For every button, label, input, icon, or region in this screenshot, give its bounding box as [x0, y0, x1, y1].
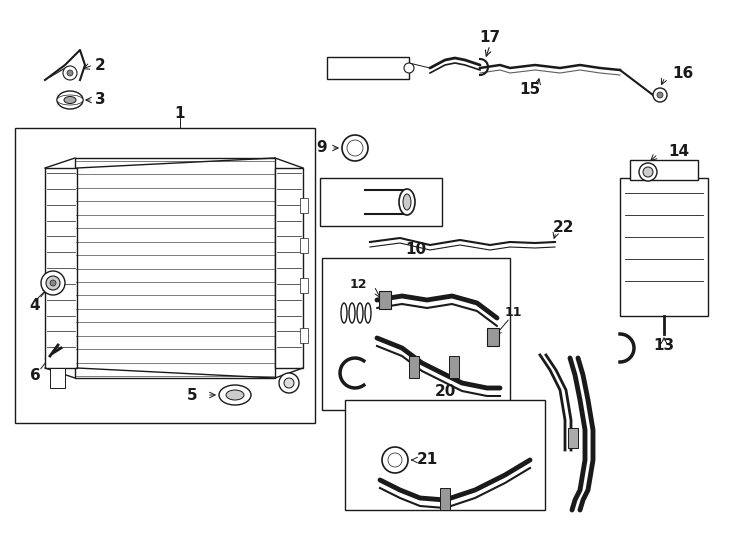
- Text: 12: 12: [349, 278, 367, 291]
- Ellipse shape: [365, 303, 371, 323]
- Bar: [45, 168, 77, 368]
- Circle shape: [404, 63, 414, 73]
- Ellipse shape: [399, 189, 415, 215]
- Circle shape: [643, 167, 653, 177]
- Circle shape: [639, 163, 657, 181]
- Text: 19: 19: [365, 62, 382, 75]
- Text: 8: 8: [324, 207, 333, 220]
- Bar: [300, 198, 308, 213]
- Circle shape: [657, 92, 663, 98]
- Circle shape: [382, 447, 408, 473]
- Text: 7: 7: [324, 184, 333, 197]
- Circle shape: [46, 276, 60, 290]
- Text: 5: 5: [186, 388, 197, 402]
- Circle shape: [342, 135, 368, 161]
- Bar: [345, 400, 545, 510]
- Circle shape: [388, 453, 402, 467]
- Text: 10: 10: [405, 242, 426, 258]
- Ellipse shape: [357, 303, 363, 323]
- Circle shape: [67, 70, 73, 76]
- Bar: [449, 356, 459, 378]
- Ellipse shape: [226, 390, 244, 400]
- Text: 20: 20: [435, 384, 456, 400]
- Ellipse shape: [57, 95, 83, 105]
- Circle shape: [50, 280, 56, 286]
- Bar: [440, 488, 450, 510]
- Circle shape: [347, 140, 363, 156]
- Bar: [320, 178, 442, 226]
- Ellipse shape: [349, 303, 355, 323]
- Text: 15: 15: [520, 83, 540, 98]
- Ellipse shape: [341, 303, 347, 323]
- Text: 13: 13: [653, 339, 675, 354]
- Text: 17: 17: [479, 30, 501, 44]
- Bar: [300, 238, 308, 253]
- Text: 18: 18: [331, 62, 349, 75]
- Ellipse shape: [403, 194, 411, 210]
- Bar: [487, 328, 499, 346]
- Bar: [15, 128, 315, 423]
- Text: 14: 14: [668, 145, 689, 159]
- Bar: [322, 258, 510, 410]
- Circle shape: [63, 66, 77, 80]
- Circle shape: [284, 378, 294, 388]
- Bar: [300, 278, 308, 293]
- Bar: [409, 356, 419, 378]
- Text: 11: 11: [505, 307, 523, 320]
- Bar: [327, 57, 409, 79]
- Bar: [300, 328, 308, 343]
- Text: 1: 1: [175, 105, 185, 120]
- Bar: [568, 428, 578, 448]
- Circle shape: [653, 88, 667, 102]
- Ellipse shape: [219, 385, 251, 405]
- Text: 2: 2: [95, 57, 106, 72]
- Bar: [630, 160, 698, 180]
- Circle shape: [279, 373, 299, 393]
- Text: 9: 9: [316, 140, 327, 156]
- Text: 4: 4: [29, 298, 40, 313]
- Bar: [75, 158, 275, 378]
- Text: 16: 16: [672, 65, 693, 80]
- Text: 6: 6: [29, 368, 40, 382]
- Ellipse shape: [64, 97, 76, 104]
- Bar: [50, 368, 65, 388]
- Bar: [620, 178, 708, 316]
- Bar: [379, 291, 391, 309]
- Text: 21: 21: [417, 453, 438, 468]
- Circle shape: [41, 271, 65, 295]
- Bar: [275, 168, 303, 368]
- Text: 22: 22: [553, 220, 575, 235]
- Ellipse shape: [57, 91, 83, 109]
- Text: 3: 3: [95, 92, 106, 107]
